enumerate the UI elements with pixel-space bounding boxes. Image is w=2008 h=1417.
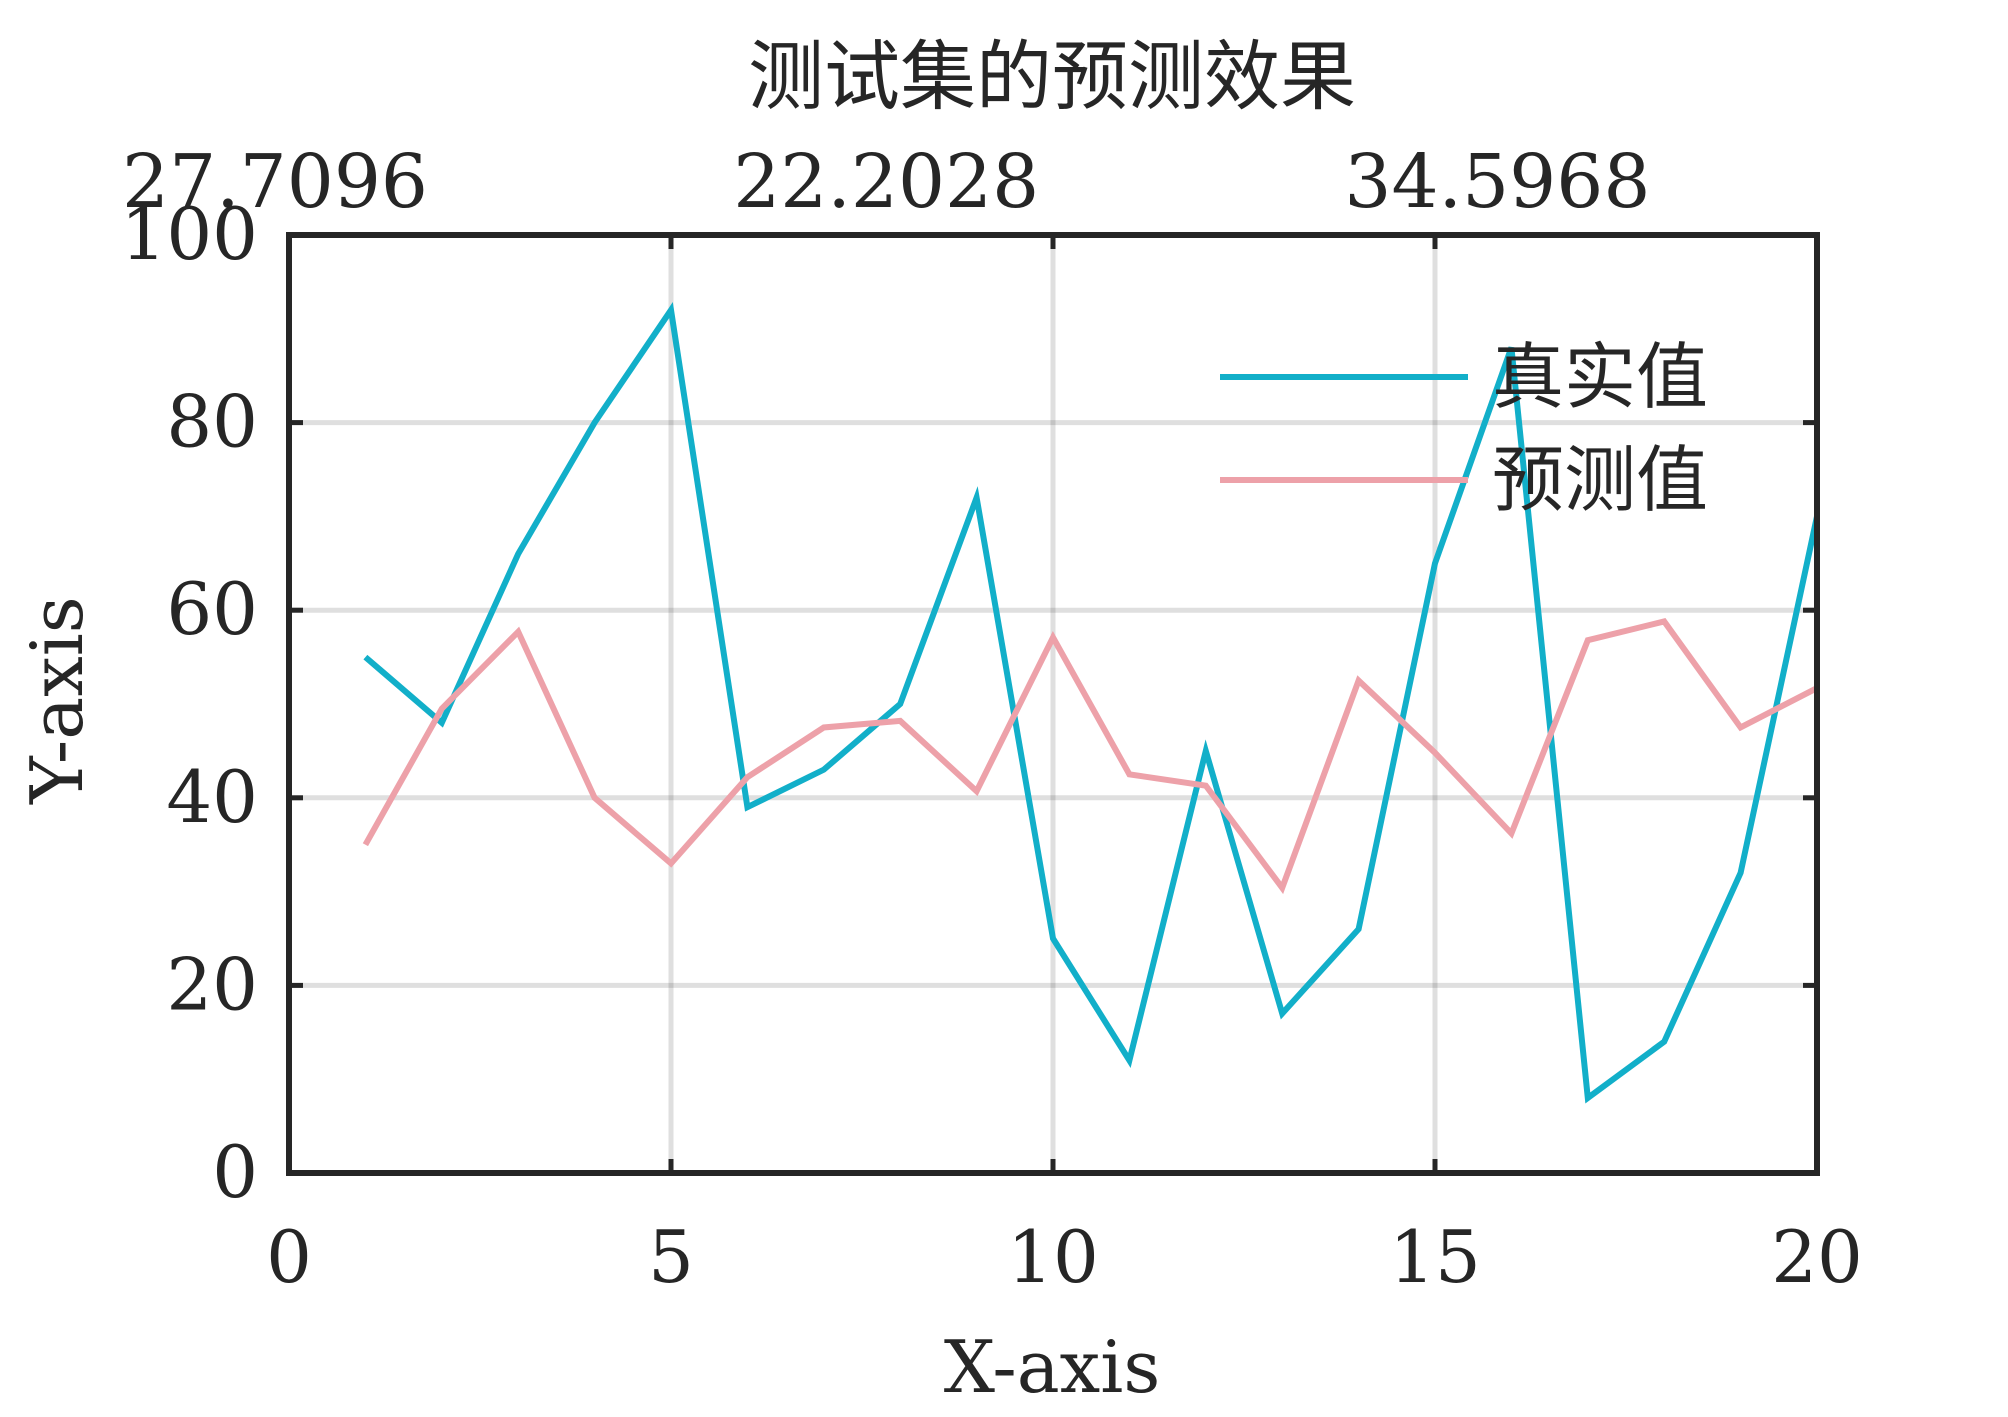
- x-tick-labels: 0 5 10 15 20: [266, 1215, 1863, 1299]
- plot-series: [362, 302, 1820, 1104]
- y-tick-label: 80: [166, 380, 258, 464]
- x-tick-label: 0: [266, 1215, 312, 1299]
- y-tick-label: 100: [121, 192, 258, 276]
- y-tick-label: 0: [212, 1130, 258, 1214]
- series-line-2: [362, 618, 1819, 895]
- x-axis-label: X-axis: [944, 1325, 1161, 1409]
- chart-title: 测试集的预测效果: [748, 32, 1356, 121]
- y-tick-label: 20: [166, 942, 258, 1026]
- top-axis-label: 22.2028: [733, 139, 1039, 225]
- tick-marks: [286, 232, 1820, 1176]
- y-tick-label: 60: [166, 567, 258, 651]
- legend-label: 真实值: [1492, 335, 1708, 419]
- x-tick-label: 20: [1771, 1215, 1863, 1299]
- legend-label: 预测值: [1492, 438, 1708, 522]
- x-tick-label: 15: [1389, 1215, 1481, 1299]
- top-axis-label: 34.5968: [1344, 139, 1650, 225]
- y-tick-labels: 0 20 40 60 80 100: [121, 192, 258, 1214]
- grid: [289, 235, 1817, 1173]
- x-tick-label: 10: [1007, 1215, 1099, 1299]
- series-line-1: [363, 302, 1820, 1104]
- x-tick-label: 5: [648, 1215, 694, 1299]
- top-axis-label: 27.7096: [122, 139, 428, 225]
- y-tick-label: 40: [166, 755, 258, 839]
- y-axis-label: Y-axis: [15, 596, 99, 804]
